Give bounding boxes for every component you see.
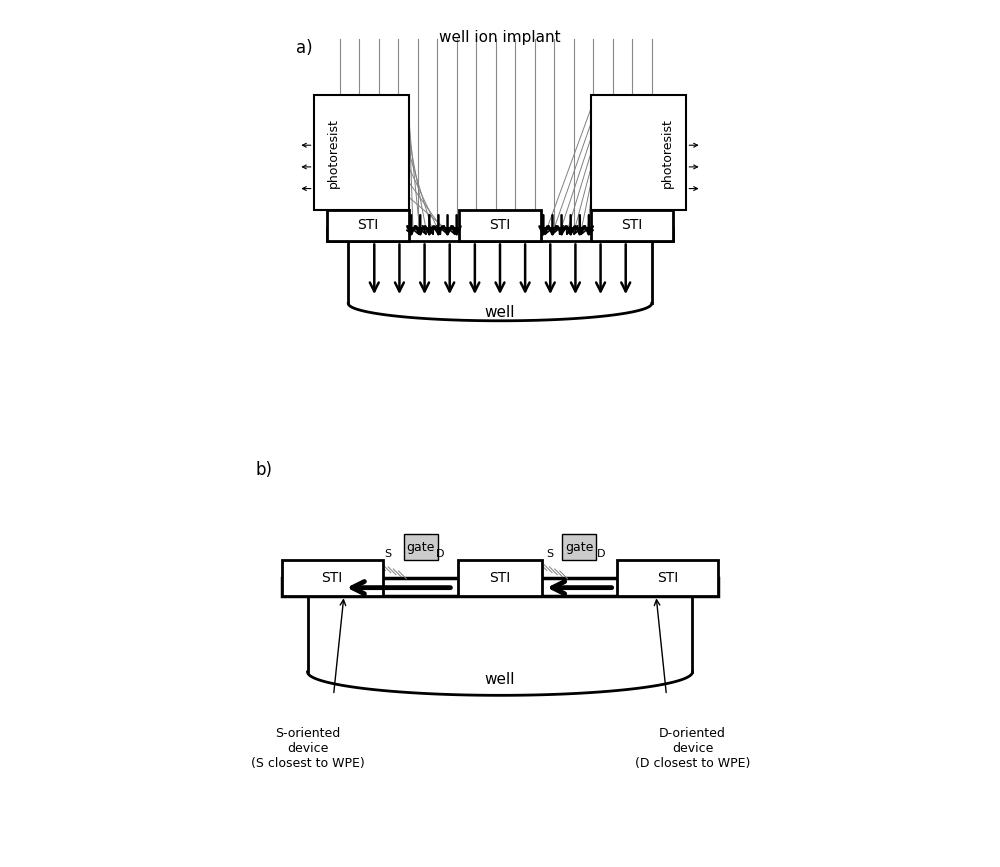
Text: a): a) <box>296 39 313 57</box>
Text: well: well <box>485 304 515 320</box>
Bar <box>562 534 596 560</box>
Text: gate: gate <box>406 541 435 553</box>
Text: STI: STI <box>622 218 643 232</box>
Bar <box>459 210 541 240</box>
Bar <box>591 210 673 240</box>
Bar <box>282 578 718 596</box>
Text: well ion implant: well ion implant <box>439 30 561 45</box>
Text: STI: STI <box>657 571 678 585</box>
Text: photoresist: photoresist <box>327 118 340 188</box>
Text: S: S <box>385 549 392 559</box>
Text: S-oriented
device
(S closest to WPE): S-oriented device (S closest to WPE) <box>251 727 364 770</box>
Bar <box>458 560 542 596</box>
Text: D: D <box>436 549 444 559</box>
Text: STI: STI <box>489 571 511 585</box>
Text: D-oriented
device
(D closest to WPE): D-oriented device (D closest to WPE) <box>635 727 750 770</box>
Bar <box>591 95 686 211</box>
Text: b): b) <box>256 461 273 479</box>
Text: STI: STI <box>489 218 511 232</box>
Text: photoresist: photoresist <box>660 118 673 188</box>
Text: well: well <box>485 672 515 688</box>
Bar <box>404 534 438 560</box>
Text: D: D <box>597 549 606 559</box>
Bar <box>314 95 409 211</box>
Bar <box>327 227 673 240</box>
Bar <box>282 560 383 596</box>
Bar <box>327 210 409 240</box>
Text: STI: STI <box>357 218 378 232</box>
Text: gate: gate <box>565 541 594 553</box>
Bar <box>617 560 718 596</box>
Text: STI: STI <box>322 571 343 585</box>
Text: S: S <box>546 549 553 559</box>
